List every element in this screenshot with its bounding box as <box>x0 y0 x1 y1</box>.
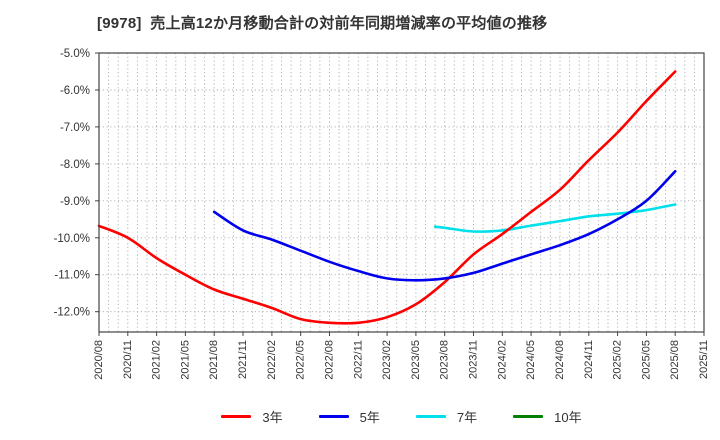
legend-swatch-7y <box>415 414 446 418</box>
x-tick-label: 2024/08 <box>554 340 566 380</box>
x-tick-label: 2023/08 <box>439 340 451 380</box>
x-tick-label: 2020/08 <box>93 340 105 380</box>
y-tick-label: -6.0% <box>60 85 90 97</box>
x-tick-label: 2021/02 <box>151 340 163 380</box>
y-tick-label: -11.0% <box>54 270 90 282</box>
y-tick-label: -12.0% <box>54 307 90 319</box>
legend-item-3y: 3年 <box>221 407 283 426</box>
legend: 3年 5年 7年 10年 <box>99 402 704 430</box>
legend-item-10y: 10年 <box>513 407 582 426</box>
series-line-7年 <box>433 203 677 233</box>
x-tick-label: 2021/05 <box>179 340 191 380</box>
chart-title: [9978] 売上高12か月移動合計の対前年同期増減率の平均値の推移 <box>97 15 548 32</box>
y-tick-label: -10.0% <box>54 233 90 245</box>
y-tick-label: -8.0% <box>60 159 90 171</box>
legend-item-5y: 5年 <box>318 407 380 426</box>
legend-label-10y: 10年 <box>554 409 582 425</box>
legend-label-3y: 3年 <box>262 409 283 425</box>
x-tick-label: 2025/02 <box>612 340 624 380</box>
legend-label-5y: 5年 <box>359 409 380 425</box>
x-tick-label: 2024/05 <box>525 340 537 380</box>
legend-swatch-10y <box>513 414 544 418</box>
x-tick-label: 2021/11 <box>237 340 249 379</box>
legend-label-7y: 7年 <box>456 409 478 425</box>
series-line-5年 <box>212 170 677 282</box>
y-tick-label: -5.0% <box>60 48 90 60</box>
x-tick-label: 2022/05 <box>295 340 307 380</box>
series-line-3年 <box>97 70 677 325</box>
y-tick-label: -7.0% <box>60 122 90 134</box>
x-tick-label: 2023/11 <box>468 340 480 379</box>
legend-swatch-5y <box>318 414 349 418</box>
x-tick-label: 2022/11 <box>352 340 364 379</box>
legend-item-7y: 7年 <box>415 407 478 426</box>
x-tick-label: 2020/11 <box>122 340 134 379</box>
x-tick-label: 2025/05 <box>640 340 652 380</box>
plot-frame <box>98 52 705 333</box>
x-tick-label: 2023/02 <box>381 340 393 380</box>
x-tick-label: 2023/05 <box>410 340 422 380</box>
x-tick-label: 2025/11 <box>698 340 710 379</box>
x-tick-label: 2021/08 <box>208 340 220 380</box>
x-tick-label: 2022/02 <box>266 340 278 380</box>
x-tick-label: 2024/11 <box>583 340 595 379</box>
x-tick-label: 2025/08 <box>669 340 681 380</box>
legend-swatch-3y <box>221 414 252 418</box>
x-tick-label: 2024/02 <box>496 340 508 380</box>
y-tick-label: -9.0% <box>60 196 90 208</box>
x-tick-label: 2022/08 <box>324 340 336 380</box>
